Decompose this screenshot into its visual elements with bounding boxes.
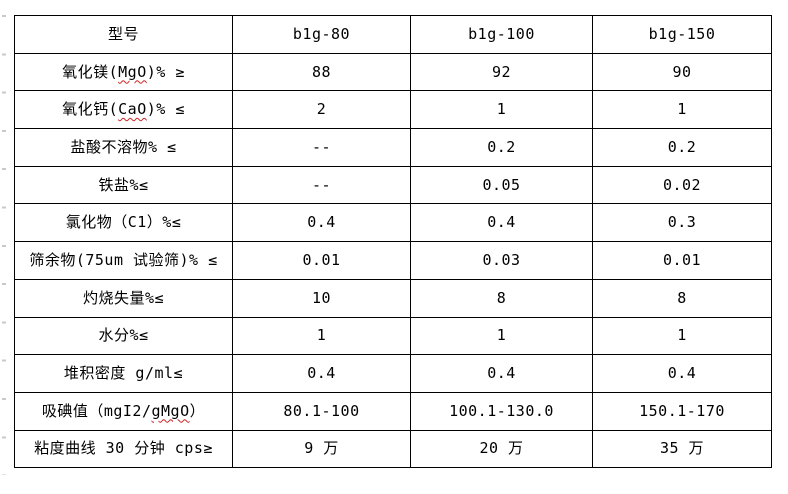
value-cell: 90 — [592, 52, 772, 92]
value-cell: 0.01 — [232, 241, 411, 280]
spellcheck-underlined-text: CaO — [118, 100, 147, 119]
column-header-b1g-100: b1g-100 — [410, 15, 593, 54]
row-label-text: )% ≤ — [146, 100, 185, 119]
value-cell: 8 — [410, 278, 593, 318]
row-label-text: 堆积密度 g/ml≤ — [63, 364, 184, 383]
row-label: 吸碘值（mgI2/gMgO） — [14, 391, 233, 431]
row-label: 粘度曲线 30 分钟 cps≥ — [14, 429, 233, 469]
row-label-text: 氧化镁( — [62, 62, 119, 81]
table-row-sieve-residue: 筛余物(75um 试验筛)% ≤ 0.01 0.03 0.01 — [14, 241, 772, 280]
table-row-iodine-absorption: 吸碘值（mgI2/gMgO） 80.1-100 100.1-130.0 150.… — [14, 391, 772, 431]
value-cell: 0.3 — [592, 203, 772, 243]
spellcheck-underlined-text: MgO — [118, 62, 147, 81]
table-row-hcl-insoluble: 盐酸不溶物% ≤ -- 0.2 0.2 — [14, 128, 772, 167]
row-label-text: 水分%≤ — [98, 326, 149, 345]
row-label-text: 灼烧失量%≤ — [82, 288, 165, 307]
value-cell: 0.2 — [410, 128, 593, 167]
value-cell: 0.4 — [232, 354, 411, 393]
row-label: 堆积密度 g/ml≤ — [14, 354, 233, 393]
table-row-chloride: 氯化物（C1）%≤ 0.4 0.4 0.3 — [14, 203, 772, 243]
value-cell: 0.05 — [410, 165, 593, 205]
row-label: 水分%≤ — [14, 316, 233, 356]
table-row-iron-salt: 铁盐%≤ -- 0.05 0.02 — [14, 165, 772, 205]
value-cell: 0.03 — [410, 241, 593, 280]
column-header-b1g-150: b1g-150 — [592, 15, 772, 54]
row-label-text: 铁盐%≤ — [98, 175, 149, 194]
header-row: 型号 b1g-80 b1g-100 b1g-150 — [14, 15, 772, 54]
value-cell: -- — [232, 128, 411, 167]
value-cell: 9 万 — [232, 429, 411, 469]
table-row-viscosity-curve: 粘度曲线 30 分钟 cps≥ 9 万 20 万 35 万 — [14, 429, 772, 469]
row-label-text: 盐酸不溶物% ≤ — [70, 137, 177, 156]
value-cell: -- — [232, 165, 411, 205]
row-label: 盐酸不溶物% ≤ — [14, 128, 233, 167]
row-label-text: 氯化物（C1）%≤ — [65, 213, 182, 232]
value-cell: 0.4 — [410, 203, 593, 243]
spellcheck-underlined-text: gMgO — [151, 401, 190, 420]
value-cell: 88 — [232, 52, 411, 92]
product-spec-table: 型号 b1g-80 b1g-100 b1g-150 氧化镁(MgO)% ≥ 88… — [14, 15, 772, 469]
row-label: 筛余物(75um 试验筛)% ≤ — [14, 241, 233, 280]
row-label: 铁盐%≤ — [14, 165, 233, 205]
row-label-text: 粘度曲线 30 分钟 cps≥ — [34, 439, 213, 458]
value-cell: 1 — [410, 316, 593, 356]
value-cell: 0.01 — [592, 241, 772, 280]
row-label: 灼烧失量%≤ — [14, 278, 233, 318]
table-row-loss-on-ignition: 灼烧失量%≤ 10 8 8 — [14, 278, 772, 318]
value-cell: 35 万 — [592, 429, 772, 469]
row-label-text: 筛余物(75um 试验筛)% ≤ — [29, 250, 218, 269]
row-label-text: 吸碘值（mgI2/ — [41, 401, 152, 420]
row-label: 氧化钙(CaO)% ≤ — [14, 90, 233, 130]
value-cell: 10 — [232, 278, 411, 318]
row-label-text: )% ≥ — [146, 62, 185, 81]
value-cell: 0.2 — [592, 128, 772, 167]
value-cell: 0.4 — [592, 354, 772, 393]
value-cell: 1 — [592, 90, 772, 130]
row-label: 氯化物（C1）%≤ — [14, 203, 233, 243]
value-cell: 80.1-100 — [232, 391, 411, 431]
column-header-model: 型号 — [14, 15, 233, 54]
value-cell: 150.1-170 — [592, 391, 772, 431]
row-label-text: ） — [189, 401, 206, 420]
value-cell: 8 — [592, 278, 772, 318]
value-cell: 0.4 — [232, 203, 411, 243]
row-label: 氧化镁(MgO)% ≥ — [14, 52, 233, 92]
table-row-cao: 氧化钙(CaO)% ≤ 2 1 1 — [14, 90, 772, 130]
column-header-b1g-80: b1g-80 — [232, 15, 411, 54]
value-cell: 92 — [410, 52, 593, 92]
row-label-text: 氧化钙( — [62, 100, 119, 119]
value-cell: 2 — [232, 90, 411, 130]
table-row-moisture: 水分%≤ 1 1 1 — [14, 316, 772, 356]
value-cell: 1 — [592, 316, 772, 356]
value-cell: 100.1-130.0 — [410, 391, 593, 431]
row-gridline-ticks — [2, 15, 6, 475]
value-cell: 0.02 — [592, 165, 772, 205]
value-cell: 1 — [232, 316, 411, 356]
table-row-bulk-density: 堆积密度 g/ml≤ 0.4 0.4 0.4 — [14, 354, 772, 393]
value-cell: 20 万 — [410, 429, 593, 469]
table-row-mgo: 氧化镁(MgO)% ≥ 88 92 90 — [14, 52, 772, 92]
value-cell: 0.4 — [410, 354, 593, 393]
value-cell: 1 — [410, 90, 593, 130]
